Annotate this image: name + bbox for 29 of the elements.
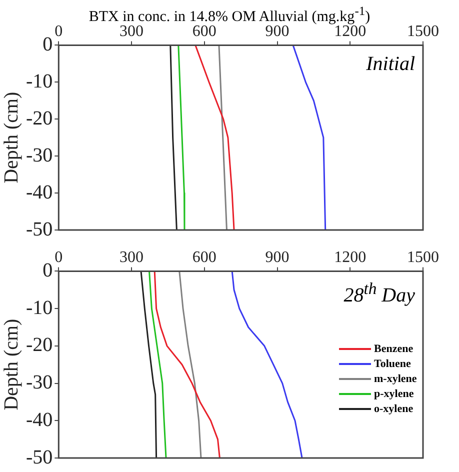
- annotation: Initial: [366, 53, 415, 76]
- y-tick-label: -20: [26, 107, 53, 130]
- y-tick-label: -10: [26, 296, 53, 319]
- x-tick-label: 600: [192, 248, 216, 266]
- legend-label: p-xylene: [374, 388, 414, 400]
- x-tick-label: 1500: [407, 22, 439, 40]
- y-axis-title: Depth (cm): [0, 318, 22, 410]
- x-tick-label: 900: [265, 248, 290, 266]
- y-tick-label: -20: [26, 334, 53, 356]
- legend-label: m-xylene: [374, 372, 417, 385]
- y-tick-label: -30: [26, 144, 53, 166]
- y-tick-label: -50: [26, 218, 53, 240]
- chart-title: BTX in conc. in 14.8% OM Alluvial (mg.kg$^{-1}$): [88, 3, 372, 25]
- y-axis-title: Depth (cm): [0, 92, 22, 184]
- x-tick-label: 1200: [334, 248, 366, 266]
- annotation: 28$^{th}$ Day: [344, 279, 415, 308]
- x-tick-label: 1500: [407, 248, 439, 266]
- y-tick-label: -30: [26, 372, 53, 394]
- x-tick-label: 900: [265, 22, 290, 40]
- x-tick-label: 600: [192, 22, 216, 40]
- x-tick-label: 300: [120, 22, 144, 40]
- legend-label: Toluene: [374, 358, 411, 370]
- x-tick-label: 300: [120, 248, 144, 266]
- y-tick-label: -40: [26, 181, 53, 204]
- legend-label: Benzene: [374, 342, 414, 355]
- y-tick-label: -50: [26, 446, 53, 468]
- legend-label: o-xylene: [374, 402, 414, 415]
- y-tick-label: -40: [26, 408, 53, 431]
- y-tick-label: -10: [26, 70, 53, 92]
